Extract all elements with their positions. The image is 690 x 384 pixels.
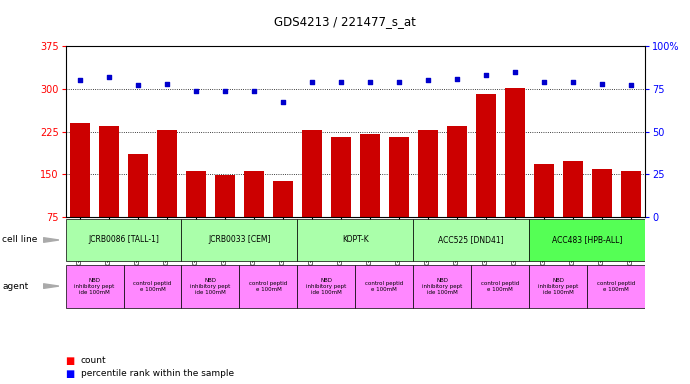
Bar [417, 130, 438, 260]
Bar [70, 123, 90, 260]
Point [567, 79, 578, 85]
Text: count: count [81, 356, 106, 366]
Text: control peptid
e 100mM: control peptid e 100mM [597, 281, 635, 292]
Text: ■: ■ [66, 356, 75, 366]
Text: NBD
inhibitory pept
ide 100mM: NBD inhibitory pept ide 100mM [422, 278, 462, 295]
Bar [504, 88, 525, 260]
Bar [124, 265, 181, 308]
Bar [99, 126, 119, 260]
Bar [471, 265, 529, 308]
Text: percentile rank within the sample: percentile rank within the sample [81, 369, 234, 378]
Polygon shape [43, 238, 59, 242]
Bar [446, 126, 467, 260]
Bar [181, 265, 239, 308]
Point [161, 81, 172, 87]
Point [248, 88, 259, 94]
Bar [244, 171, 264, 260]
Text: ACC525 [DND41]: ACC525 [DND41] [438, 235, 504, 245]
Point [596, 81, 607, 87]
Point [480, 72, 491, 78]
Bar [239, 265, 297, 308]
Bar [66, 219, 181, 261]
Point [277, 99, 288, 106]
Polygon shape [43, 284, 59, 288]
Bar [529, 219, 645, 261]
Point [509, 69, 520, 75]
Text: GDS4213 / 221477_s_at: GDS4213 / 221477_s_at [274, 15, 416, 28]
Bar [359, 134, 380, 260]
Text: control peptid
e 100mM: control peptid e 100mM [249, 281, 288, 292]
Bar [66, 265, 124, 308]
Point [306, 79, 317, 85]
Bar [413, 265, 471, 308]
Text: NBD
inhibitory pept
ide 100mM: NBD inhibitory pept ide 100mM [538, 278, 578, 295]
Point [422, 77, 433, 83]
Bar [388, 137, 409, 260]
Point [393, 79, 404, 85]
Point [451, 76, 462, 82]
Point [132, 82, 144, 88]
Text: control peptid
e 100mM: control peptid e 100mM [133, 281, 172, 292]
Point [190, 88, 201, 94]
Text: NBD
inhibitory pept
ide 100mM: NBD inhibitory pept ide 100mM [75, 278, 115, 295]
Bar [529, 265, 587, 308]
Point [364, 79, 375, 85]
Bar [273, 181, 293, 260]
Text: JCRB0033 [CEM]: JCRB0033 [CEM] [208, 235, 270, 245]
Bar [215, 175, 235, 260]
Text: ■: ■ [66, 369, 75, 379]
Text: JCRB0086 [TALL-1]: JCRB0086 [TALL-1] [88, 235, 159, 245]
Bar [413, 219, 529, 261]
Bar [157, 130, 177, 260]
Text: NBD
inhibitory pept
ide 100mM: NBD inhibitory pept ide 100mM [190, 278, 230, 295]
Text: cell line: cell line [2, 235, 37, 245]
Bar [533, 164, 554, 260]
Bar [297, 265, 355, 308]
Bar [355, 265, 413, 308]
Point [75, 77, 86, 83]
Text: KOPT-K: KOPT-K [342, 235, 368, 245]
Bar [181, 219, 297, 261]
Point [335, 79, 346, 85]
Bar [587, 265, 645, 308]
Bar [475, 94, 496, 260]
Bar [297, 219, 413, 261]
Text: control peptid
e 100mM: control peptid e 100mM [481, 281, 520, 292]
Bar [302, 130, 322, 260]
Bar [186, 171, 206, 260]
Text: NBD
inhibitory pept
ide 100mM: NBD inhibitory pept ide 100mM [306, 278, 346, 295]
Bar [591, 169, 612, 260]
Bar [620, 171, 641, 260]
Bar [331, 137, 351, 260]
Point [625, 82, 636, 88]
Point [219, 88, 230, 94]
Point [538, 79, 549, 85]
Text: agent: agent [2, 281, 28, 291]
Text: control peptid
e 100mM: control peptid e 100mM [365, 281, 404, 292]
Text: ACC483 [HPB-ALL]: ACC483 [HPB-ALL] [552, 235, 622, 245]
Bar [128, 154, 148, 260]
Point [104, 74, 115, 80]
Bar [562, 161, 583, 260]
